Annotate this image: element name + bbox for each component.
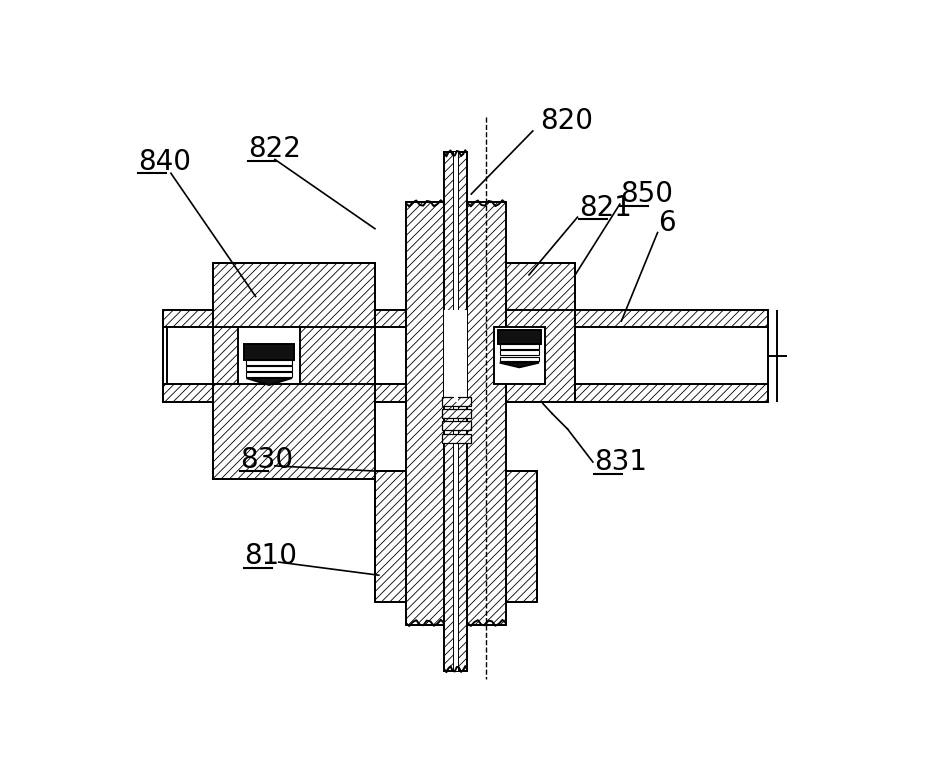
Bar xyxy=(163,384,768,402)
Bar xyxy=(246,359,292,365)
Bar xyxy=(244,345,294,359)
Text: 810: 810 xyxy=(244,542,297,570)
Bar xyxy=(442,421,471,431)
Bar xyxy=(442,409,471,418)
Bar xyxy=(498,330,540,345)
Bar xyxy=(213,263,375,479)
Bar xyxy=(445,152,453,672)
Text: 820: 820 xyxy=(540,107,593,135)
Bar xyxy=(167,327,213,384)
Bar xyxy=(163,309,768,327)
Bar xyxy=(246,366,292,371)
Bar xyxy=(506,471,537,602)
Bar xyxy=(442,434,471,442)
Bar xyxy=(453,152,458,402)
Text: 822: 822 xyxy=(248,135,301,164)
Bar xyxy=(458,152,467,672)
Bar xyxy=(238,327,301,384)
Text: 830: 830 xyxy=(240,446,293,474)
Text: 831: 831 xyxy=(594,448,647,476)
Text: 840: 840 xyxy=(137,148,191,175)
Bar xyxy=(406,202,445,626)
Text: 821: 821 xyxy=(579,194,632,222)
Polygon shape xyxy=(500,363,539,367)
Bar xyxy=(452,152,460,672)
Bar xyxy=(500,356,539,361)
Bar xyxy=(246,372,292,377)
Bar xyxy=(445,309,467,402)
Bar xyxy=(191,327,213,384)
Bar xyxy=(375,471,406,602)
Bar xyxy=(467,263,575,402)
Bar xyxy=(163,327,768,384)
Polygon shape xyxy=(246,378,292,385)
Text: 6: 6 xyxy=(658,209,676,237)
Bar xyxy=(500,345,539,349)
Bar xyxy=(494,327,545,384)
Bar xyxy=(500,350,539,355)
Text: 850: 850 xyxy=(620,180,673,208)
Bar xyxy=(467,202,506,626)
Bar xyxy=(453,152,458,672)
Bar xyxy=(445,152,467,672)
Bar xyxy=(442,396,471,406)
